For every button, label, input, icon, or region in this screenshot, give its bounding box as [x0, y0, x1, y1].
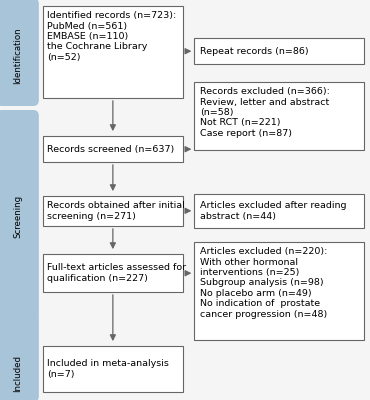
FancyBboxPatch shape — [43, 254, 183, 292]
Text: Screening: Screening — [13, 194, 22, 238]
Text: Records excluded (n=366):
Review, letter and abstract
(n=58)
Not RCT (n=221)
Cas: Records excluded (n=366): Review, letter… — [200, 87, 330, 138]
Text: Identified records (n=723):
PubMed (n=561)
EMBASE (n=110)
the Cochrane Library
(: Identified records (n=723): PubMed (n=56… — [47, 11, 176, 62]
FancyBboxPatch shape — [43, 136, 183, 162]
FancyBboxPatch shape — [0, 110, 39, 322]
Text: Included in meta-analysis
(n=7): Included in meta-analysis (n=7) — [47, 359, 169, 379]
FancyBboxPatch shape — [43, 196, 183, 226]
Text: Articles excluded (n=220):
With other hormonal
interventions (n=25)
Subgroup ana: Articles excluded (n=220): With other ho… — [200, 247, 327, 318]
FancyBboxPatch shape — [194, 82, 364, 150]
FancyBboxPatch shape — [0, 0, 39, 106]
Text: Included: Included — [13, 356, 22, 392]
Text: Identification: Identification — [13, 28, 22, 84]
FancyBboxPatch shape — [194, 242, 364, 340]
Text: Full-text articles assessed for
qualification (n=227): Full-text articles assessed for qualific… — [47, 263, 186, 283]
Text: Articles excluded after reading
abstract (n=44): Articles excluded after reading abstract… — [200, 201, 346, 221]
FancyBboxPatch shape — [194, 38, 364, 64]
Text: Records screened (n=637): Records screened (n=637) — [47, 144, 174, 154]
FancyBboxPatch shape — [43, 346, 183, 392]
Text: Records obtained after initial
screening (n=271): Records obtained after initial screening… — [47, 201, 185, 221]
FancyBboxPatch shape — [194, 194, 364, 228]
FancyBboxPatch shape — [43, 6, 183, 98]
FancyBboxPatch shape — [0, 314, 39, 400]
Text: Repeat records (n=86): Repeat records (n=86) — [200, 46, 309, 56]
